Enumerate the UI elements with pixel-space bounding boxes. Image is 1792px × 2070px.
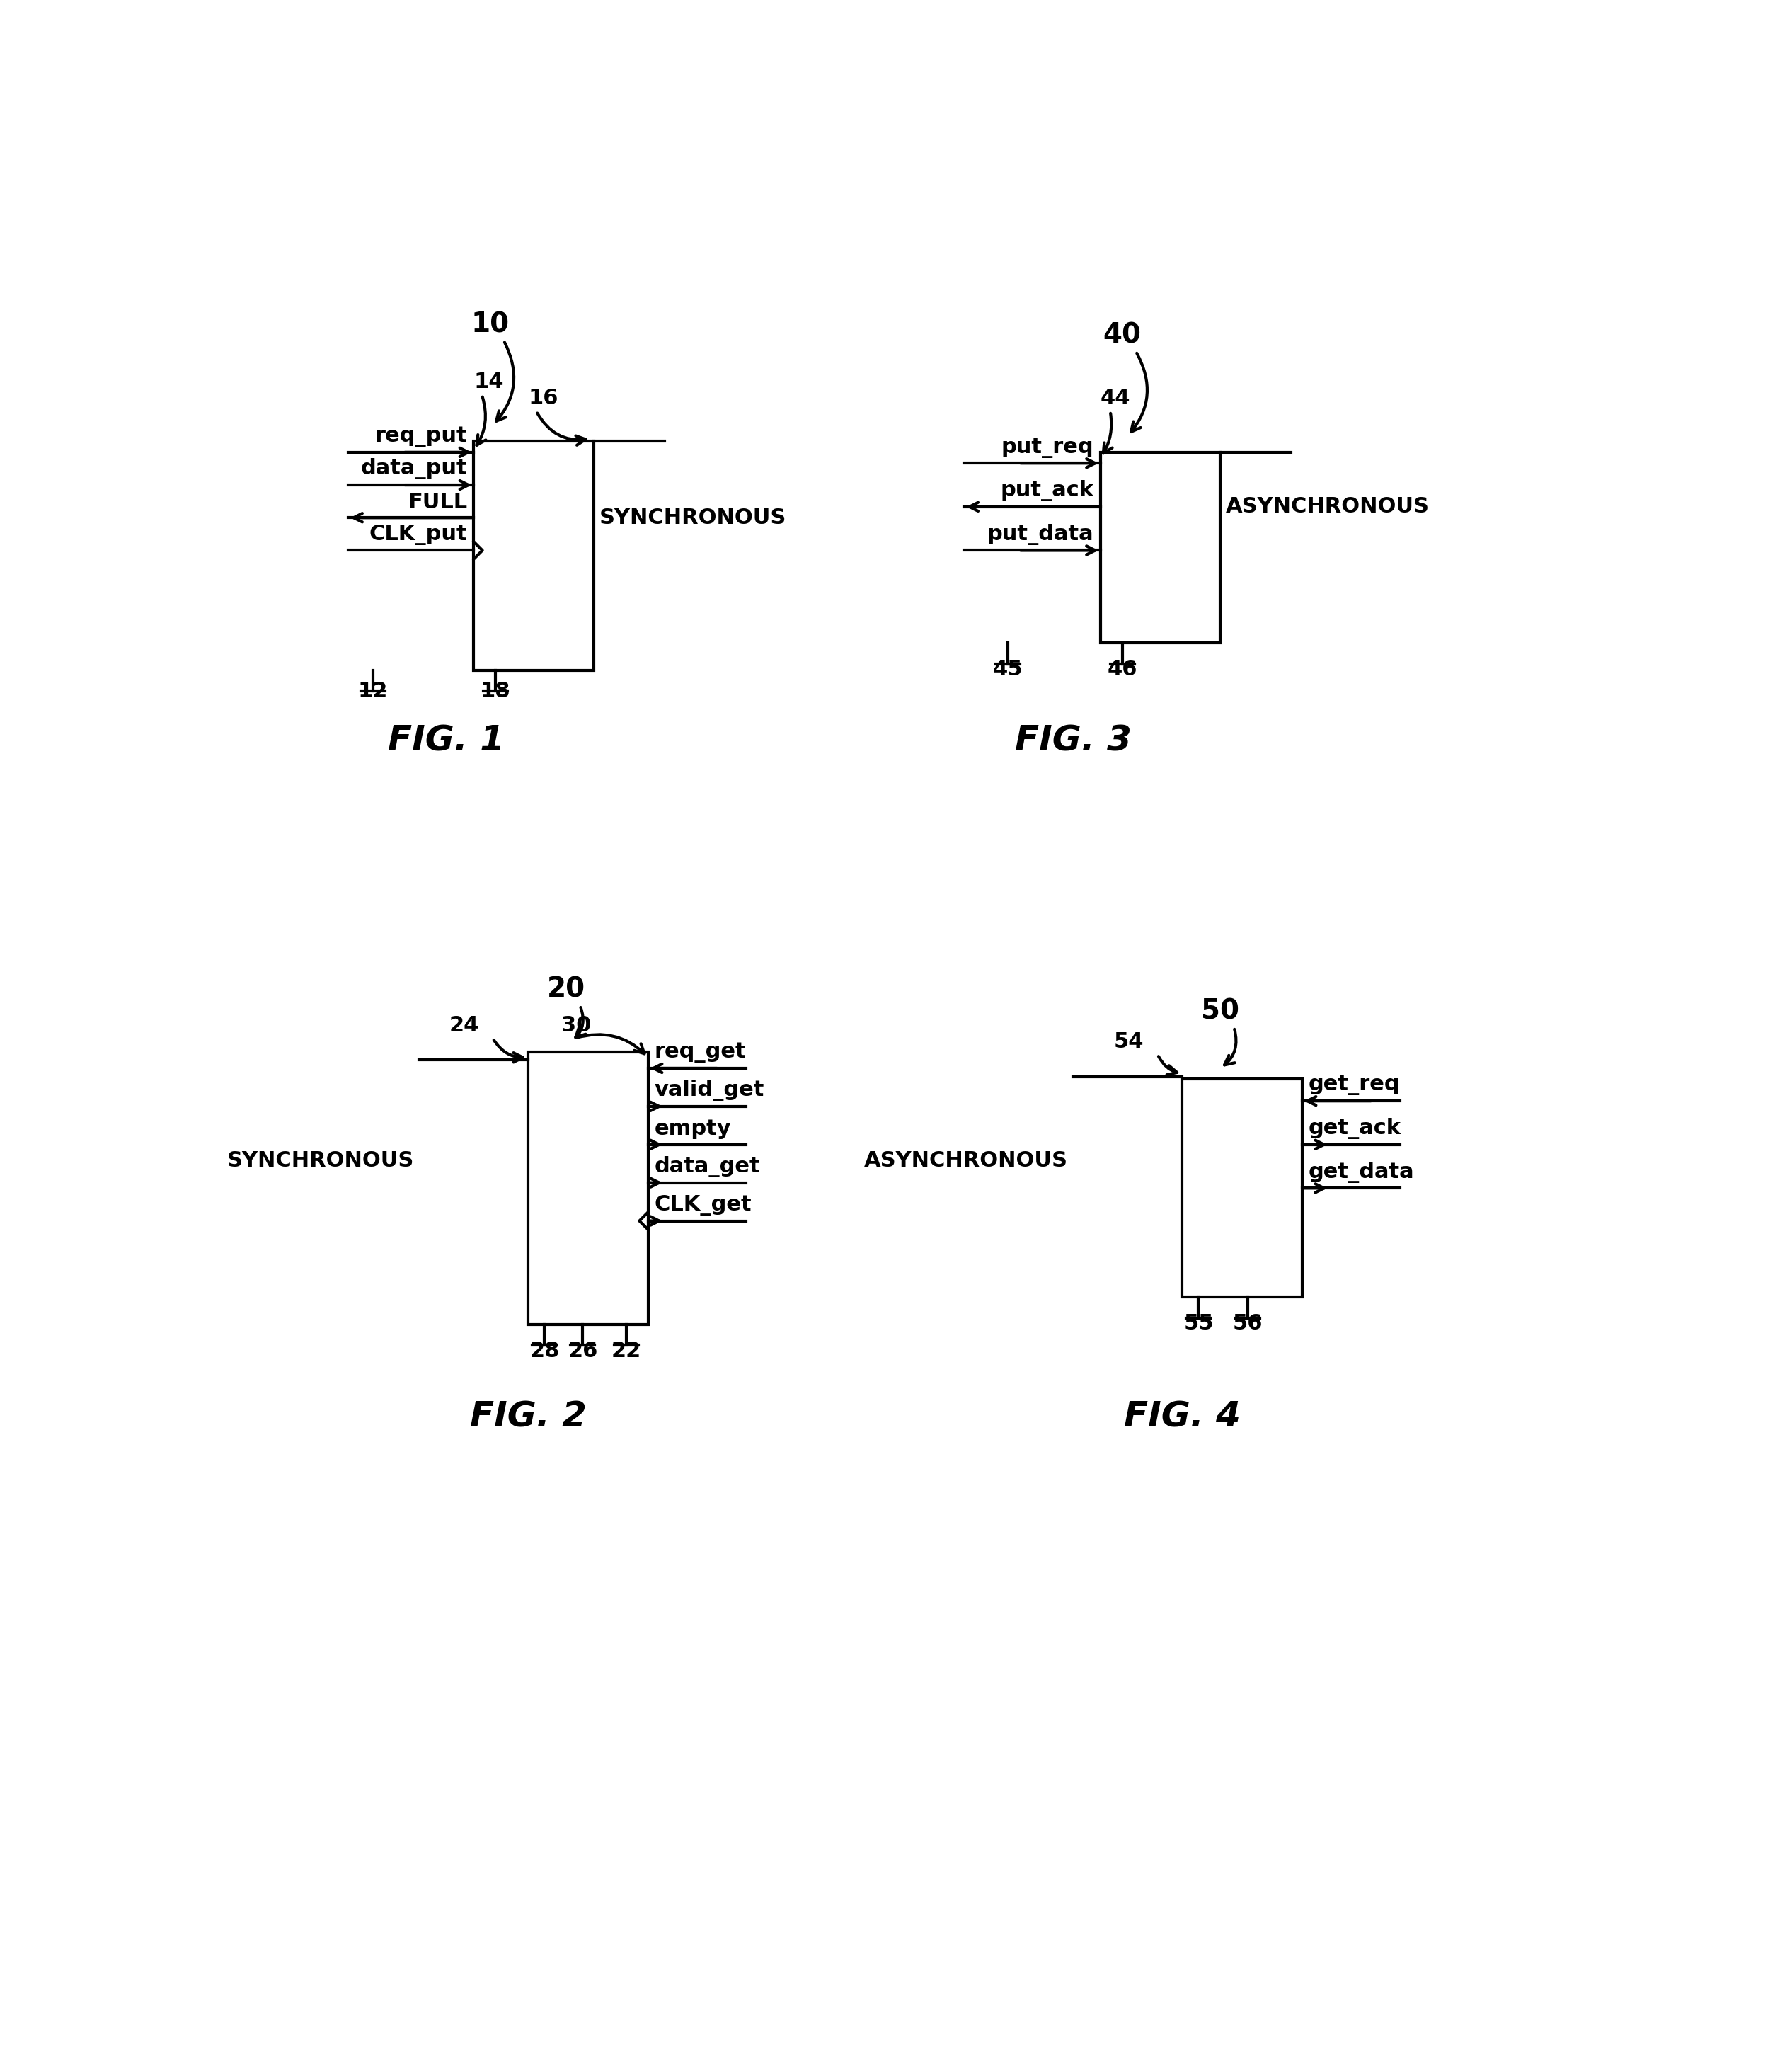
Bar [529, 1052, 649, 1325]
Text: FIG. 4: FIG. 4 [1124, 1399, 1240, 1435]
Text: FIG. 1: FIG. 1 [389, 724, 505, 758]
Text: ASYNCHRONOUS: ASYNCHRONOUS [864, 1151, 1068, 1172]
Text: valid_get: valid_get [654, 1081, 765, 1101]
Text: FIG. 2: FIG. 2 [470, 1399, 586, 1435]
Text: 40: 40 [1104, 321, 1142, 348]
Text: empty: empty [654, 1118, 731, 1138]
Text: 10: 10 [471, 310, 509, 337]
Bar [1183, 1078, 1303, 1298]
Text: FIG. 3: FIG. 3 [1014, 724, 1131, 758]
Text: SYNCHRONOUS: SYNCHRONOUS [599, 507, 787, 528]
Text: 14: 14 [473, 373, 504, 393]
Text: 45: 45 [993, 660, 1023, 679]
Text: 55: 55 [1183, 1314, 1213, 1333]
Text: put_data: put_data [987, 524, 1093, 544]
Text: data_get: data_get [654, 1155, 760, 1178]
Text: FULL: FULL [407, 493, 468, 511]
Bar [473, 441, 593, 671]
Text: 16: 16 [529, 389, 559, 408]
Text: put_ack: put_ack [1000, 480, 1093, 501]
Text: 56: 56 [1233, 1314, 1263, 1333]
Text: 26: 26 [568, 1341, 599, 1362]
Text: get_req: get_req [1308, 1074, 1400, 1095]
Text: 30: 30 [561, 1014, 591, 1035]
Bar [1100, 451, 1220, 644]
Text: ASYNCHRONOUS: ASYNCHRONOUS [1226, 497, 1430, 518]
Text: get_ack: get_ack [1308, 1118, 1401, 1138]
Text: req_put: req_put [375, 426, 468, 447]
Text: CLK_get: CLK_get [654, 1194, 753, 1215]
Text: SYNCHRONOUS: SYNCHRONOUS [226, 1151, 414, 1172]
Text: put_req: put_req [1002, 437, 1093, 457]
Text: get_data: get_data [1308, 1161, 1414, 1182]
Text: 22: 22 [611, 1341, 642, 1362]
Text: 18: 18 [480, 681, 511, 702]
Text: 28: 28 [530, 1341, 559, 1362]
Text: 46: 46 [1107, 660, 1138, 679]
Text: 44: 44 [1100, 389, 1131, 408]
Text: data_put: data_put [360, 457, 468, 480]
Text: req_get: req_get [654, 1043, 747, 1062]
Text: 20: 20 [547, 975, 586, 1002]
Text: 24: 24 [450, 1014, 478, 1035]
Text: 12: 12 [358, 681, 387, 702]
Text: CLK_put: CLK_put [369, 524, 468, 544]
Text: 54: 54 [1115, 1031, 1143, 1052]
Text: 50: 50 [1201, 998, 1240, 1025]
